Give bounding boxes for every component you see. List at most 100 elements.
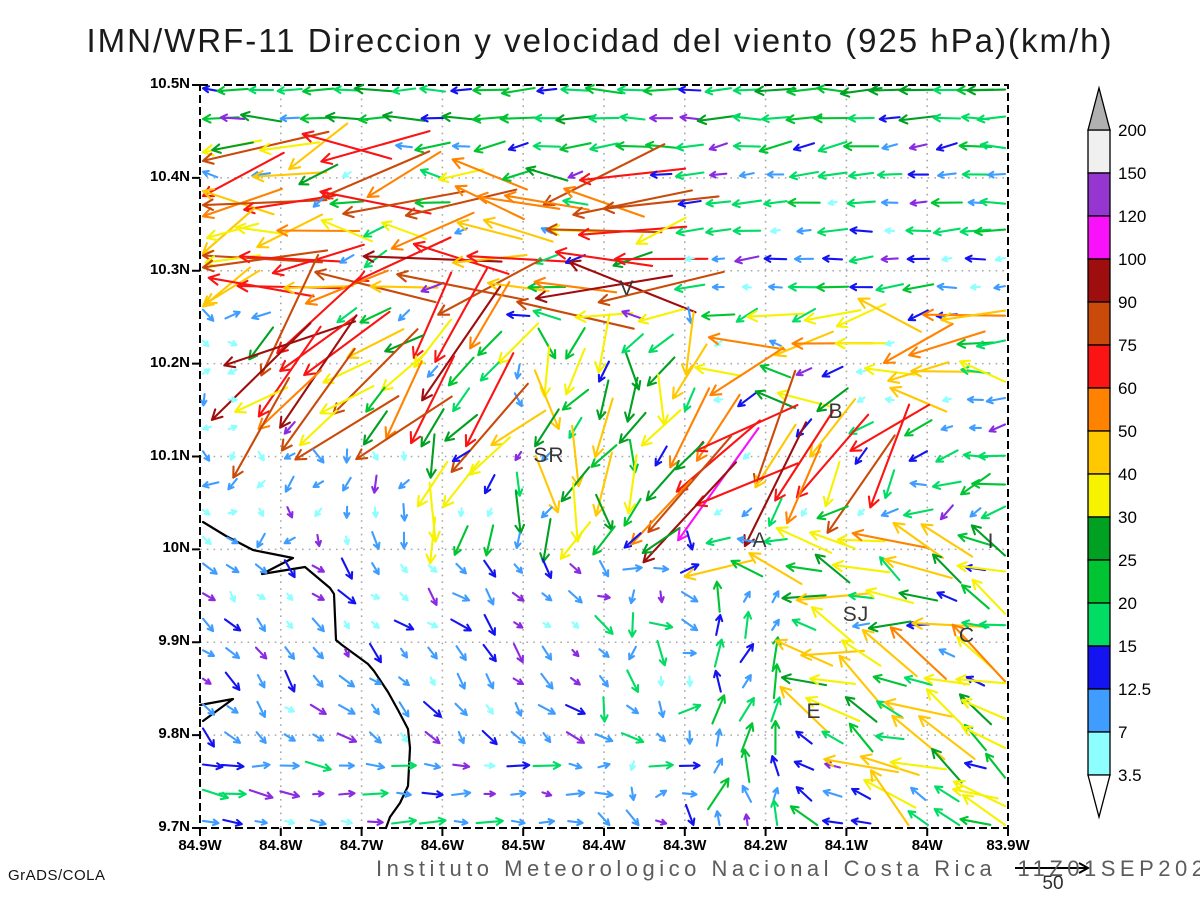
wind-vector bbox=[795, 592, 870, 606]
wind-vector bbox=[902, 283, 935, 294]
wind-vector bbox=[201, 703, 216, 716]
wind-vector bbox=[711, 694, 726, 725]
colorbar-tick-label: 120 bbox=[1118, 207, 1147, 226]
wind-vector bbox=[371, 531, 381, 550]
wind-vector bbox=[339, 254, 355, 264]
city-label-V: V bbox=[619, 277, 635, 300]
wind-vector bbox=[362, 789, 389, 798]
wind-vector bbox=[592, 397, 614, 459]
x-axis-label: 84.2W bbox=[743, 837, 788, 854]
wind-vector bbox=[391, 86, 417, 95]
wind-vector bbox=[668, 387, 711, 469]
wind-vector bbox=[763, 199, 788, 208]
wind-vector bbox=[456, 218, 523, 241]
wind-vector bbox=[542, 143, 666, 207]
y-axis-label: 10.4N bbox=[149, 167, 190, 185]
wind-vector bbox=[821, 817, 844, 826]
wind-vector bbox=[211, 141, 254, 154]
wind-vector bbox=[931, 747, 963, 784]
wind-vector bbox=[343, 535, 351, 546]
wind-vector bbox=[848, 722, 874, 753]
wind-vector bbox=[525, 165, 569, 182]
wind-vector bbox=[483, 474, 496, 495]
wind-vector bbox=[229, 590, 237, 603]
wind-vector bbox=[789, 805, 819, 827]
wind-vector bbox=[284, 669, 296, 693]
wind-vector bbox=[741, 507, 753, 518]
wind-vector bbox=[259, 141, 321, 156]
wind-vector bbox=[396, 270, 527, 301]
wind-vector bbox=[655, 789, 668, 799]
wind-vector bbox=[257, 325, 322, 418]
wind-vector bbox=[482, 216, 554, 243]
wind-vector bbox=[936, 591, 958, 602]
wind-vector bbox=[312, 733, 325, 742]
wind-vector bbox=[342, 476, 352, 492]
wind-vector bbox=[743, 813, 751, 827]
wind-vector bbox=[311, 592, 325, 601]
wind-vector bbox=[993, 283, 1007, 291]
colorbar-tick-label: 30 bbox=[1118, 508, 1137, 527]
wind-vector bbox=[709, 346, 785, 397]
wind-vector bbox=[514, 490, 526, 535]
wind-vector bbox=[648, 333, 674, 354]
wind-vector bbox=[741, 674, 752, 689]
x-axis-label: 84.9W bbox=[178, 837, 222, 854]
wind-vector bbox=[568, 762, 583, 770]
wind-vector bbox=[705, 536, 731, 547]
wind-vector bbox=[368, 731, 382, 744]
wind-vector bbox=[425, 516, 437, 565]
wind-vector bbox=[279, 314, 358, 372]
colorbar-top-arrow bbox=[1087, 85, 1111, 131]
wind-vector bbox=[771, 618, 780, 632]
wind-vector bbox=[224, 310, 241, 320]
wind-vector bbox=[514, 702, 523, 717]
wind-vector bbox=[569, 676, 581, 686]
wind-vector bbox=[427, 646, 438, 660]
wind-vector bbox=[514, 531, 522, 550]
city-label-C: C bbox=[958, 624, 976, 647]
wind-vector bbox=[713, 638, 725, 668]
wind-vector bbox=[565, 731, 586, 744]
wind-vector bbox=[730, 559, 764, 578]
wind-vector bbox=[286, 620, 294, 630]
wind-vector bbox=[816, 505, 849, 521]
wind-vector bbox=[787, 197, 821, 208]
wind-vector bbox=[223, 618, 242, 632]
wind-vector bbox=[768, 339, 782, 347]
wind-vector bbox=[869, 769, 910, 827]
wind-vector bbox=[427, 564, 438, 573]
colorbar-tick-label: 12.5 bbox=[1118, 680, 1152, 699]
wind-vector bbox=[852, 621, 871, 630]
wind-vector bbox=[477, 330, 503, 357]
wind-vector bbox=[987, 170, 1007, 179]
wind-vector bbox=[641, 526, 681, 555]
wind-vector bbox=[514, 471, 524, 497]
wind-vector bbox=[683, 559, 753, 581]
wind-vector bbox=[683, 387, 696, 412]
wind-vector bbox=[254, 646, 268, 660]
wind-vector bbox=[854, 447, 868, 465]
wind-vector bbox=[533, 369, 562, 430]
wind-vector bbox=[599, 696, 609, 723]
wind-vector bbox=[907, 309, 929, 322]
wind-vector bbox=[540, 450, 553, 462]
wind-vector bbox=[420, 114, 445, 123]
wind-vector bbox=[222, 818, 243, 827]
wind-vector bbox=[848, 170, 875, 180]
wind-vector bbox=[513, 621, 524, 629]
wind-vector bbox=[934, 785, 960, 803]
wind-vector bbox=[254, 563, 268, 574]
colorbar-block bbox=[1087, 172, 1111, 217]
wind-vector bbox=[483, 613, 496, 636]
wind-vector bbox=[371, 474, 379, 494]
wind-vector bbox=[201, 424, 212, 432]
wind-vector bbox=[817, 170, 848, 180]
wind-vector bbox=[877, 170, 903, 179]
wind-vector bbox=[534, 408, 560, 448]
wind-vector bbox=[709, 170, 728, 179]
wind-vector bbox=[642, 85, 680, 96]
wind-vector bbox=[541, 645, 553, 661]
wind-vector bbox=[881, 143, 899, 151]
wind-vector bbox=[964, 254, 987, 263]
